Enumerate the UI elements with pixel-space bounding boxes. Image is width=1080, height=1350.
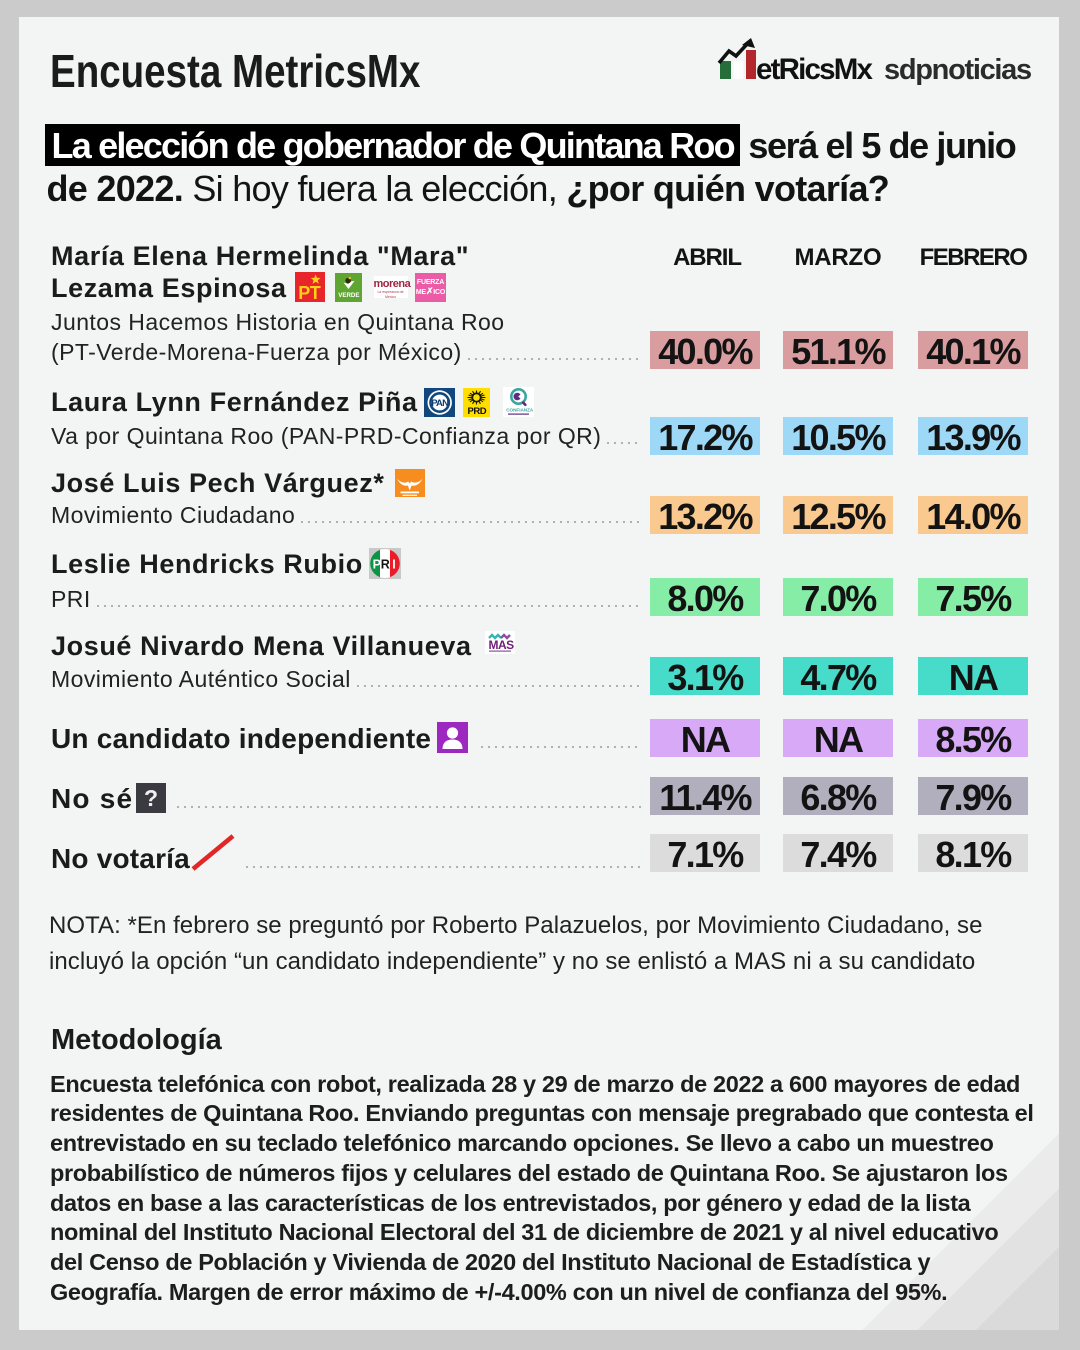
svg-text:I: I	[392, 558, 395, 572]
svg-text:etRicsMx: etRicsMx	[756, 53, 874, 84]
svg-text:PT: PT	[298, 283, 321, 302]
svg-text:CONFIANZA: CONFIANZA	[506, 408, 534, 413]
svg-text:PAN: PAN	[431, 398, 449, 409]
svg-text:PRD: PRD	[468, 406, 487, 417]
svg-text:R: R	[380, 558, 389, 572]
svg-text:P: P	[372, 558, 380, 572]
svg-text:MAS: MAS	[489, 638, 515, 652]
svg-text:VERDE: VERDE	[338, 292, 359, 299]
